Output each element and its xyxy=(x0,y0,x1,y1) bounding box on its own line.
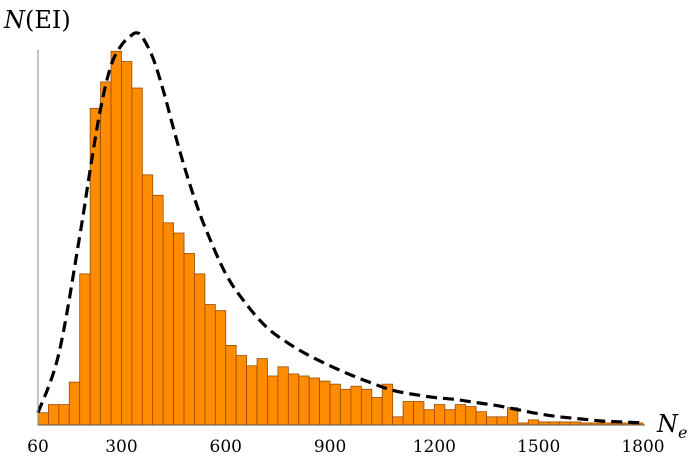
histogram-bar xyxy=(256,358,268,426)
histogram-bar xyxy=(350,385,362,426)
x-tick-label: 1800 xyxy=(621,437,664,457)
histogram-bar xyxy=(360,388,373,426)
histogram-bar xyxy=(121,61,133,426)
y-axis-title: N(EI) xyxy=(3,6,71,34)
histogram-bar xyxy=(475,411,487,426)
histogram-bar xyxy=(371,397,383,426)
histogram-bar xyxy=(486,416,498,426)
x-tick-label: 1500 xyxy=(517,437,560,457)
histogram-bars xyxy=(37,50,644,426)
histogram-bar xyxy=(287,373,300,426)
x-axis-title-var: N xyxy=(656,410,679,438)
histogram-bar xyxy=(141,174,154,426)
histogram-bar xyxy=(298,375,310,426)
histogram-bar xyxy=(37,412,49,426)
histogram-bar xyxy=(413,401,425,426)
x-tick-label: 1200 xyxy=(413,437,456,457)
histogram-bar xyxy=(308,377,321,426)
histogram-bar xyxy=(340,388,352,426)
histogram-bar xyxy=(152,194,164,426)
histogram-bar xyxy=(173,232,185,426)
histogram-bar xyxy=(527,419,540,426)
x-axis-title-subscript: e xyxy=(678,423,687,442)
histogram-bar xyxy=(58,404,70,426)
x-tick-labels: 60 300 600 900 1200 1500 1800 xyxy=(27,437,664,457)
histogram-bar xyxy=(267,375,279,426)
x-tick-label: 300 xyxy=(105,437,137,457)
fit-curve xyxy=(36,31,644,425)
histogram-bar xyxy=(204,304,216,426)
histogram-bar xyxy=(246,365,258,426)
histogram-bar xyxy=(48,404,60,426)
histogram-bar xyxy=(225,344,237,426)
histogram-bar xyxy=(214,310,227,426)
y-axis-title-var: N xyxy=(3,6,26,34)
x-tick-label: 60 xyxy=(27,437,49,457)
histogram-bar xyxy=(277,366,289,426)
histogram-bar xyxy=(381,383,394,426)
histogram-bar xyxy=(110,50,122,426)
histogram-bar xyxy=(183,253,195,426)
histogram-bar xyxy=(131,87,143,426)
histogram-bar xyxy=(454,404,467,426)
histogram-bar xyxy=(423,409,435,426)
histogram-bar xyxy=(444,409,456,426)
histogram-bar xyxy=(194,273,206,426)
histogram-bar xyxy=(235,355,248,426)
x-tick-label: 600 xyxy=(210,437,242,457)
histogram-bar xyxy=(433,404,446,426)
histogram-bar xyxy=(496,416,508,426)
histogram-bar xyxy=(68,381,81,426)
histogram-bar xyxy=(319,380,331,426)
histogram-bar xyxy=(79,273,91,426)
x-axis-title: Ne xyxy=(656,410,687,442)
histogram-bar xyxy=(162,222,174,426)
y-axis-title-suffix: (EI) xyxy=(25,6,71,34)
histogram-bar xyxy=(329,383,341,426)
histogram-bar xyxy=(100,81,112,426)
histogram-bar xyxy=(465,406,477,426)
x-tick-label: 900 xyxy=(314,437,346,457)
histogram-bar xyxy=(392,416,404,426)
histogram-bar xyxy=(402,401,414,426)
